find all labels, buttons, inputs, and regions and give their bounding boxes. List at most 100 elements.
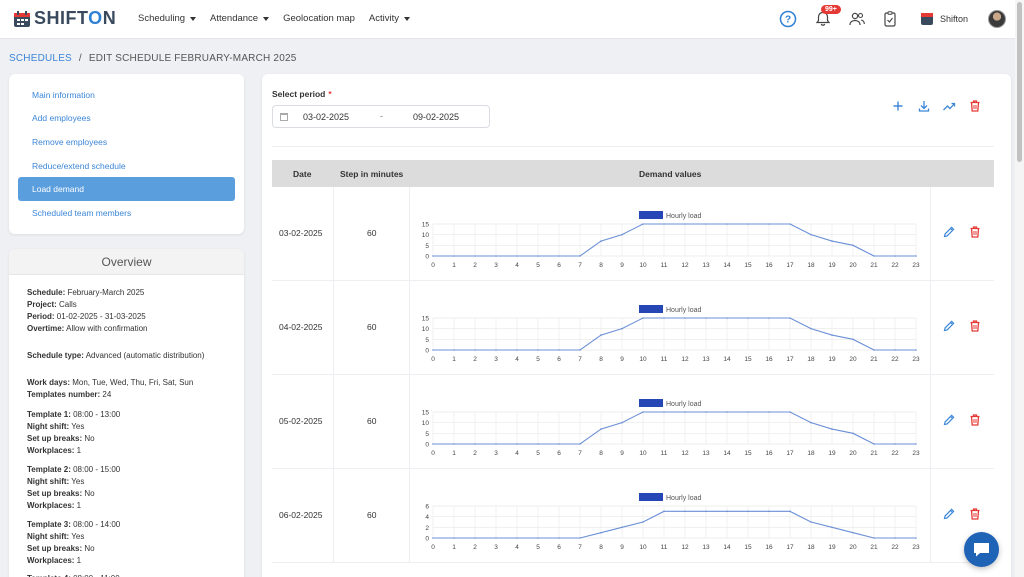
data-point [726,411,728,413]
x-tick-label: 5 [536,356,540,363]
data-point [852,432,854,435]
trash-icon[interactable] [968,507,982,521]
data-point [684,223,686,225]
chat-icon [974,543,989,557]
data-point [432,537,434,539]
data-point [810,327,812,330]
data-point [453,349,455,351]
data-point [558,349,560,351]
row-date: 06-02-2025 [279,510,323,520]
avatar[interactable] [988,10,1006,28]
x-tick-label: 3 [494,356,498,363]
x-tick-label: 20 [849,544,857,551]
chat-button[interactable] [964,532,999,567]
edit-icon[interactable] [942,225,956,239]
data-point [684,317,686,319]
x-tick-label: 21 [870,450,878,457]
x-tick-label: 10 [639,544,647,551]
menu-item-main-information[interactable]: Main information [32,89,95,100]
user-menu[interactable]: Shifton [920,12,968,26]
trend-icon[interactable] [942,99,956,113]
x-tick-label: 4 [515,356,519,363]
user-name: Shifton [940,14,969,24]
x-tick-label: 14 [723,544,731,551]
trash-icon[interactable] [968,225,982,239]
download-icon[interactable] [917,99,931,113]
data-point [789,411,791,413]
date-range-picker[interactable]: 03-02-2025 - 09-02-2025 [272,105,490,128]
calendar-logo-icon [13,10,31,28]
nav-attendance[interactable]: Attendance [210,13,270,24]
series-line-hourly-load [433,317,916,351]
y-tick-label: 10 [422,420,430,427]
x-tick-label: 6 [557,356,561,363]
x-tick-label: 1 [452,356,456,363]
nav-activity[interactable]: Activity [369,13,411,24]
nav-scheduling[interactable]: Scheduling [138,13,197,24]
page-scrollbar[interactable] [1015,0,1024,577]
x-tick-label: 22 [891,450,899,457]
x-tick-label: 2 [473,544,477,551]
data-point [789,223,791,225]
menu-item-scheduled-team-members[interactable]: Scheduled team members [32,207,132,218]
help-icon[interactable]: ? [779,10,797,28]
data-point [705,317,707,319]
x-tick-label: 20 [849,450,857,457]
x-tick-label: 7 [578,544,582,551]
column-divider [930,469,931,562]
shifton-logo[interactable]: SHIFTON [13,8,116,29]
menu-item-remove-employees[interactable]: Remove employees [32,136,108,147]
row-date: 05-02-2025 [279,416,323,426]
scrollbar-thumb[interactable] [1017,2,1022,162]
x-tick-label: 8 [599,356,603,363]
x-tick-label: 19 [828,450,836,457]
trash-icon[interactable] [968,413,982,427]
data-point [642,223,644,225]
edit-icon[interactable] [942,319,956,333]
data-point [747,411,749,413]
data-point [495,537,497,539]
menu-item-add-employees[interactable]: Add employees [32,113,91,124]
demand-chart: Hourly load 0 5 10 15 0 1 2 3 4 5 6 7 8 9 10 11 12 13 14 15 1… [410,281,930,375]
x-tick-label: 21 [870,544,878,551]
x-tick-label: 16 [765,356,773,363]
table-row: 04-02-2025 60 Hourly load 0 5 10 15 0 1 2 3 4 5 6 7 8 9 1… [272,281,994,375]
demand-chart: Hourly load 0 5 10 15 0 1 2 3 4 5 6 7 8 9 10 11 12 13 14 15 1… [410,375,930,469]
overview-panel: Overview Schedule: February-March 2025 Pr… [9,249,244,577]
data-point [789,317,791,319]
legend-swatch [639,211,663,219]
users-icon[interactable] [848,10,866,28]
nav-geolocation-map[interactable]: Geolocation map [283,13,355,24]
x-tick-label: 2 [473,450,477,457]
period-start-date[interactable]: 03-02-2025 [303,112,350,122]
x-tick-label: 6 [557,450,561,457]
period-end-date[interactable]: 09-02-2025 [413,112,460,122]
data-point [579,349,581,351]
column-divider [930,281,931,374]
data-point [915,537,917,539]
data-point [621,327,623,330]
data-point [831,526,833,529]
edit-icon[interactable] [942,507,956,521]
data-point [894,255,896,257]
overview-line: Schedule: February-March 2025 [27,288,145,297]
x-tick-label: 9 [620,450,624,457]
x-tick-label: 8 [599,262,603,269]
trash-icon[interactable] [968,319,982,333]
x-tick-label: 16 [765,544,773,551]
menu-item-load-demand[interactable]: Load demand [18,177,235,201]
company-flag-icon [921,13,933,25]
breadcrumb-schedules-link[interactable]: SCHEDULES [9,53,72,64]
overview-line: Night shift: Yes [27,422,85,431]
column-divider [409,187,410,280]
x-tick-label: 12 [681,262,689,269]
x-tick-label: 21 [870,262,878,269]
plus-icon[interactable] [891,99,905,113]
trash-icon[interactable] [968,99,982,113]
data-point [873,537,875,539]
clipboard-icon[interactable] [881,10,899,28]
column-divider [930,187,931,280]
row-step: 60 [367,322,377,332]
edit-icon[interactable] [942,413,956,427]
menu-item-reduce-extend-schedule[interactable]: Reduce/extend schedule [32,160,126,171]
